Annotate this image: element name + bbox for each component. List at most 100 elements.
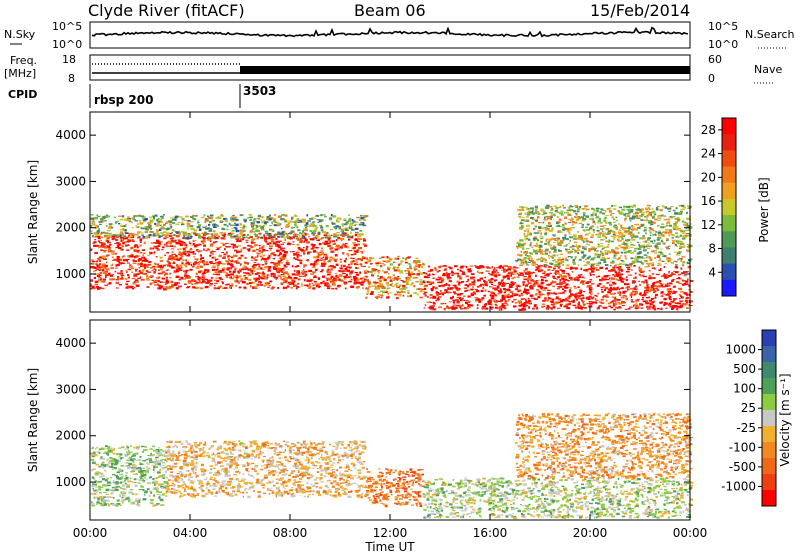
- heatmap-cell: [240, 268, 244, 271]
- heatmap-cell: [579, 274, 583, 276]
- heatmap-cell: [453, 285, 457, 288]
- heatmap-cell: [401, 287, 405, 290]
- heatmap-cell: [374, 288, 377, 290]
- heatmap-cell: [175, 264, 179, 267]
- heatmap-cell: [535, 293, 539, 295]
- heatmap-cell: [190, 225, 194, 228]
- heatmap-cell: [647, 264, 650, 266]
- heatmap-cell: [521, 303, 523, 305]
- heatmap-cell: [519, 264, 523, 266]
- heatmap-cell: [399, 271, 404, 274]
- heatmap-cell: [356, 281, 360, 284]
- heatmap-cell: [277, 271, 281, 274]
- heatmap-cell: [511, 283, 515, 286]
- heatmap-cell: [293, 257, 296, 260]
- heatmap-cell: [377, 294, 380, 296]
- heatmap-cell: [136, 249, 140, 252]
- heatmap-cell: [306, 241, 310, 244]
- heatmap-cell: [284, 276, 287, 279]
- heatmap-cell: [237, 275, 241, 278]
- heatmap-cell: [181, 261, 184, 265]
- heatmap-cell: [619, 293, 622, 296]
- heatmap-cell: [638, 217, 641, 219]
- heatmap-cell: [150, 282, 155, 284]
- heatmap-cell: [392, 261, 396, 263]
- heatmap-cell: [229, 255, 234, 257]
- heatmap-cell: [523, 288, 528, 292]
- heatmap-cell: [471, 273, 475, 276]
- heatmap-cell: [160, 266, 164, 269]
- heatmap-cell: [518, 294, 521, 297]
- heatmap-cell: [193, 232, 197, 235]
- heatmap-cell: [418, 273, 423, 275]
- heatmap-cell: [365, 279, 368, 282]
- heatmap-cell: [632, 226, 635, 228]
- heatmap-cell: [575, 244, 578, 247]
- heatmap-cell: [389, 284, 393, 286]
- heatmap-cell: [120, 229, 123, 231]
- heatmap-cell: [661, 223, 664, 225]
- heatmap-cell: [659, 268, 662, 271]
- heatmap-cell: [542, 294, 546, 296]
- heatmap-cell: [505, 300, 509, 302]
- heatmap-cell: [664, 276, 668, 279]
- heatmap-cell: [284, 214, 288, 217]
- heatmap-cell: [368, 285, 372, 288]
- heatmap-cell: [256, 284, 259, 287]
- heatmap-cell: [356, 263, 359, 266]
- heatmap-cell: [350, 261, 354, 264]
- heatmap-cell: [498, 265, 502, 268]
- heatmap-cell: [424, 291, 428, 294]
- heatmap-cell: [311, 282, 314, 284]
- heatmap-cell: [626, 250, 631, 253]
- heatmap-cell: [275, 264, 278, 267]
- heatmap-cell: [526, 224, 530, 227]
- heatmap-cell: [465, 275, 469, 278]
- heatmap-cell: [294, 235, 298, 237]
- heatmap-cell: [528, 272, 531, 275]
- heatmap-cell: [459, 269, 462, 272]
- heatmap-cell: [282, 275, 286, 277]
- heatmap-cell: [181, 241, 186, 244]
- heatmap-cell: [116, 263, 120, 267]
- heatmap-cell: [380, 296, 383, 299]
- heatmap-cell: [285, 280, 288, 282]
- heatmap-cell: [631, 215, 636, 218]
- heatmap-cell: [684, 221, 687, 224]
- heatmap-cell: [253, 262, 257, 264]
- heatmap-cell: [234, 245, 238, 248]
- heatmap-cell: [646, 247, 651, 249]
- heatmap-cell: [386, 284, 390, 287]
- heatmap-cell: [154, 284, 158, 286]
- heatmap-cell: [243, 265, 246, 268]
- heatmap-cell: [240, 235, 243, 237]
- heatmap-cell: [235, 238, 239, 240]
- heatmap-cell: [261, 275, 265, 278]
- heatmap-cell: [501, 279, 504, 282]
- heatmap-cell: [600, 299, 604, 301]
- heatmap-cell: [612, 299, 616, 302]
- heatmap-cell: [139, 252, 143, 254]
- heatmap-cell: [629, 293, 633, 296]
- heatmap-cell: [222, 244, 226, 246]
- heatmap-cell: [639, 242, 641, 244]
- heatmap-cell: [316, 251, 318, 253]
- heatmap-cell: [676, 245, 678, 247]
- heatmap-cell: [252, 227, 255, 231]
- heatmap-cell: [190, 236, 193, 238]
- heatmap-cell: [504, 302, 508, 304]
- heatmap-cell: [276, 223, 280, 226]
- heatmap-cell: [503, 288, 506, 291]
- heatmap-cell: [192, 214, 195, 216]
- heatmap-cell: [437, 293, 442, 295]
- heatmap-cell: [664, 262, 667, 265]
- heatmap-cell: [343, 234, 347, 236]
- heatmap-cell: [407, 263, 411, 265]
- heatmap-cell: [602, 238, 606, 240]
- heatmap-cell: [231, 219, 235, 222]
- heatmap-cell: [514, 282, 516, 284]
- heatmap-cell: [532, 271, 535, 274]
- heatmap-cell: [646, 218, 648, 222]
- heatmap-cell: [502, 278, 504, 281]
- heatmap-cell: [548, 251, 551, 254]
